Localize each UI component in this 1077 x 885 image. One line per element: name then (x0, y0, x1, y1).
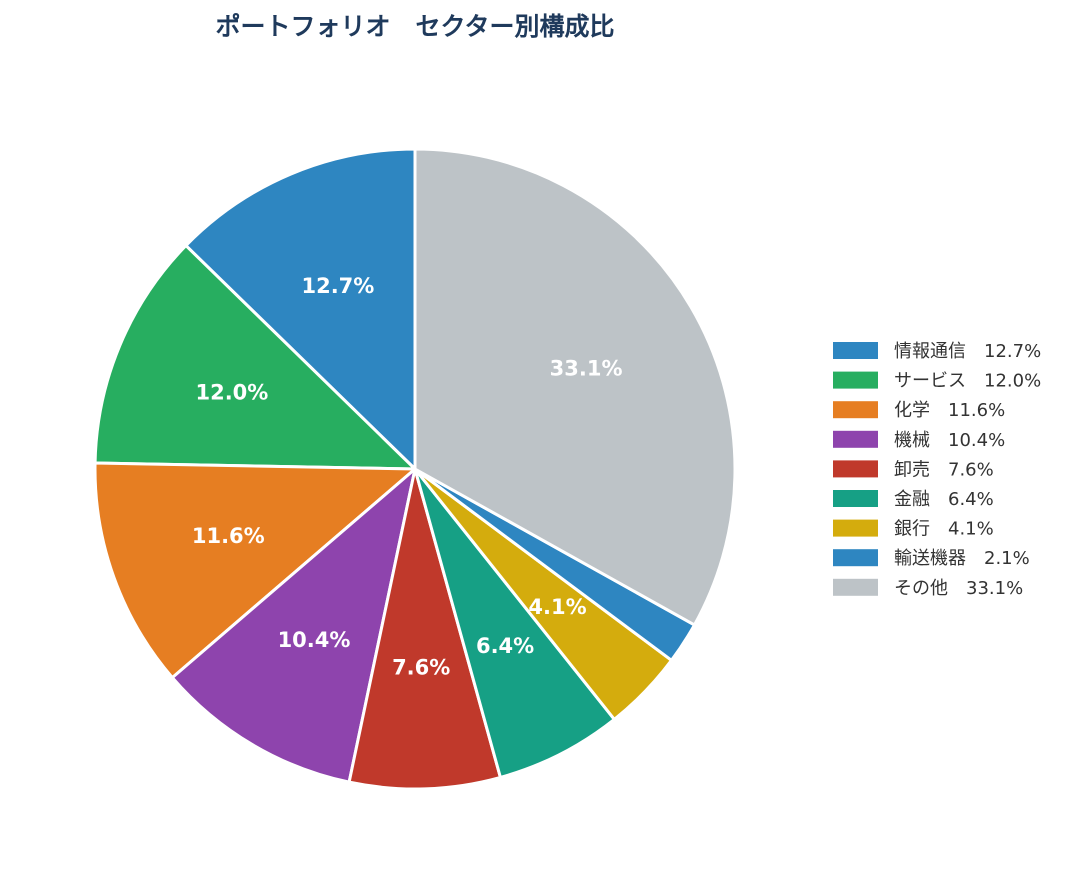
pie-slice-0 (184, 147, 417, 471)
legend-label-2: 化学 11.6% (894, 400, 1005, 421)
pie-slice-2 (93, 461, 417, 680)
legend-swatch-3 (833, 430, 878, 448)
slice-label-8: 33.1% (550, 357, 623, 381)
slice-label-6: 4.1% (528, 595, 586, 619)
slice-label-5: 6.4% (476, 634, 534, 658)
legend-swatch-7 (833, 549, 878, 567)
legend-swatch-5 (833, 490, 878, 507)
legend-label-3: 機械 10.4% (894, 430, 1005, 451)
legend-label-6: 銀行 4.1% (894, 519, 994, 540)
legend-label-5: 金融 6.4% (894, 489, 994, 510)
legend-swatch-1 (833, 371, 878, 389)
pie-slices (93, 147, 737, 791)
slice-label-0: 12.7% (301, 274, 374, 298)
pie-slice-8 (413, 147, 737, 627)
pie-slice-4 (347, 467, 502, 791)
legend-label-7: 輸送機器 2.1% (894, 548, 1030, 569)
legend-swatch-0 (833, 342, 878, 359)
slice-label-4: 7.6% (392, 655, 450, 679)
chart-legend: 情報通信 12.7% サービス 12.0% 化学 11.6% 機械 10.4% 卸売 7… (833, 341, 1041, 599)
slice-label-1: 12.0% (195, 381, 268, 405)
pie-slice-3 (170, 467, 417, 784)
legend-swatch-8 (833, 578, 878, 596)
pie-slice-1 (93, 244, 417, 471)
legend-label-0: 情報通信 12.7% (894, 341, 1041, 362)
legend-swatch-6 (833, 519, 878, 537)
legend-label-4: 卸売 7.6% (894, 459, 994, 480)
slice-label-2: 11.6% (192, 524, 265, 548)
legend-label-1: サービス 12.0% (894, 371, 1041, 392)
legend-label-8: その他 33.1% (894, 578, 1023, 599)
chart-title: ポートフォリオ セクター別構成比 (215, 12, 614, 41)
pie-slice-5 (413, 467, 616, 779)
slice-labels: 12.7% 12.0% 11.6% 10.4% 7.6% 6.4% 4.1% 33.1% (192, 274, 623, 679)
legend-swatch-2 (833, 401, 878, 419)
slice-label-3: 10.4% (278, 628, 351, 652)
legend-swatch-4 (833, 460, 878, 478)
